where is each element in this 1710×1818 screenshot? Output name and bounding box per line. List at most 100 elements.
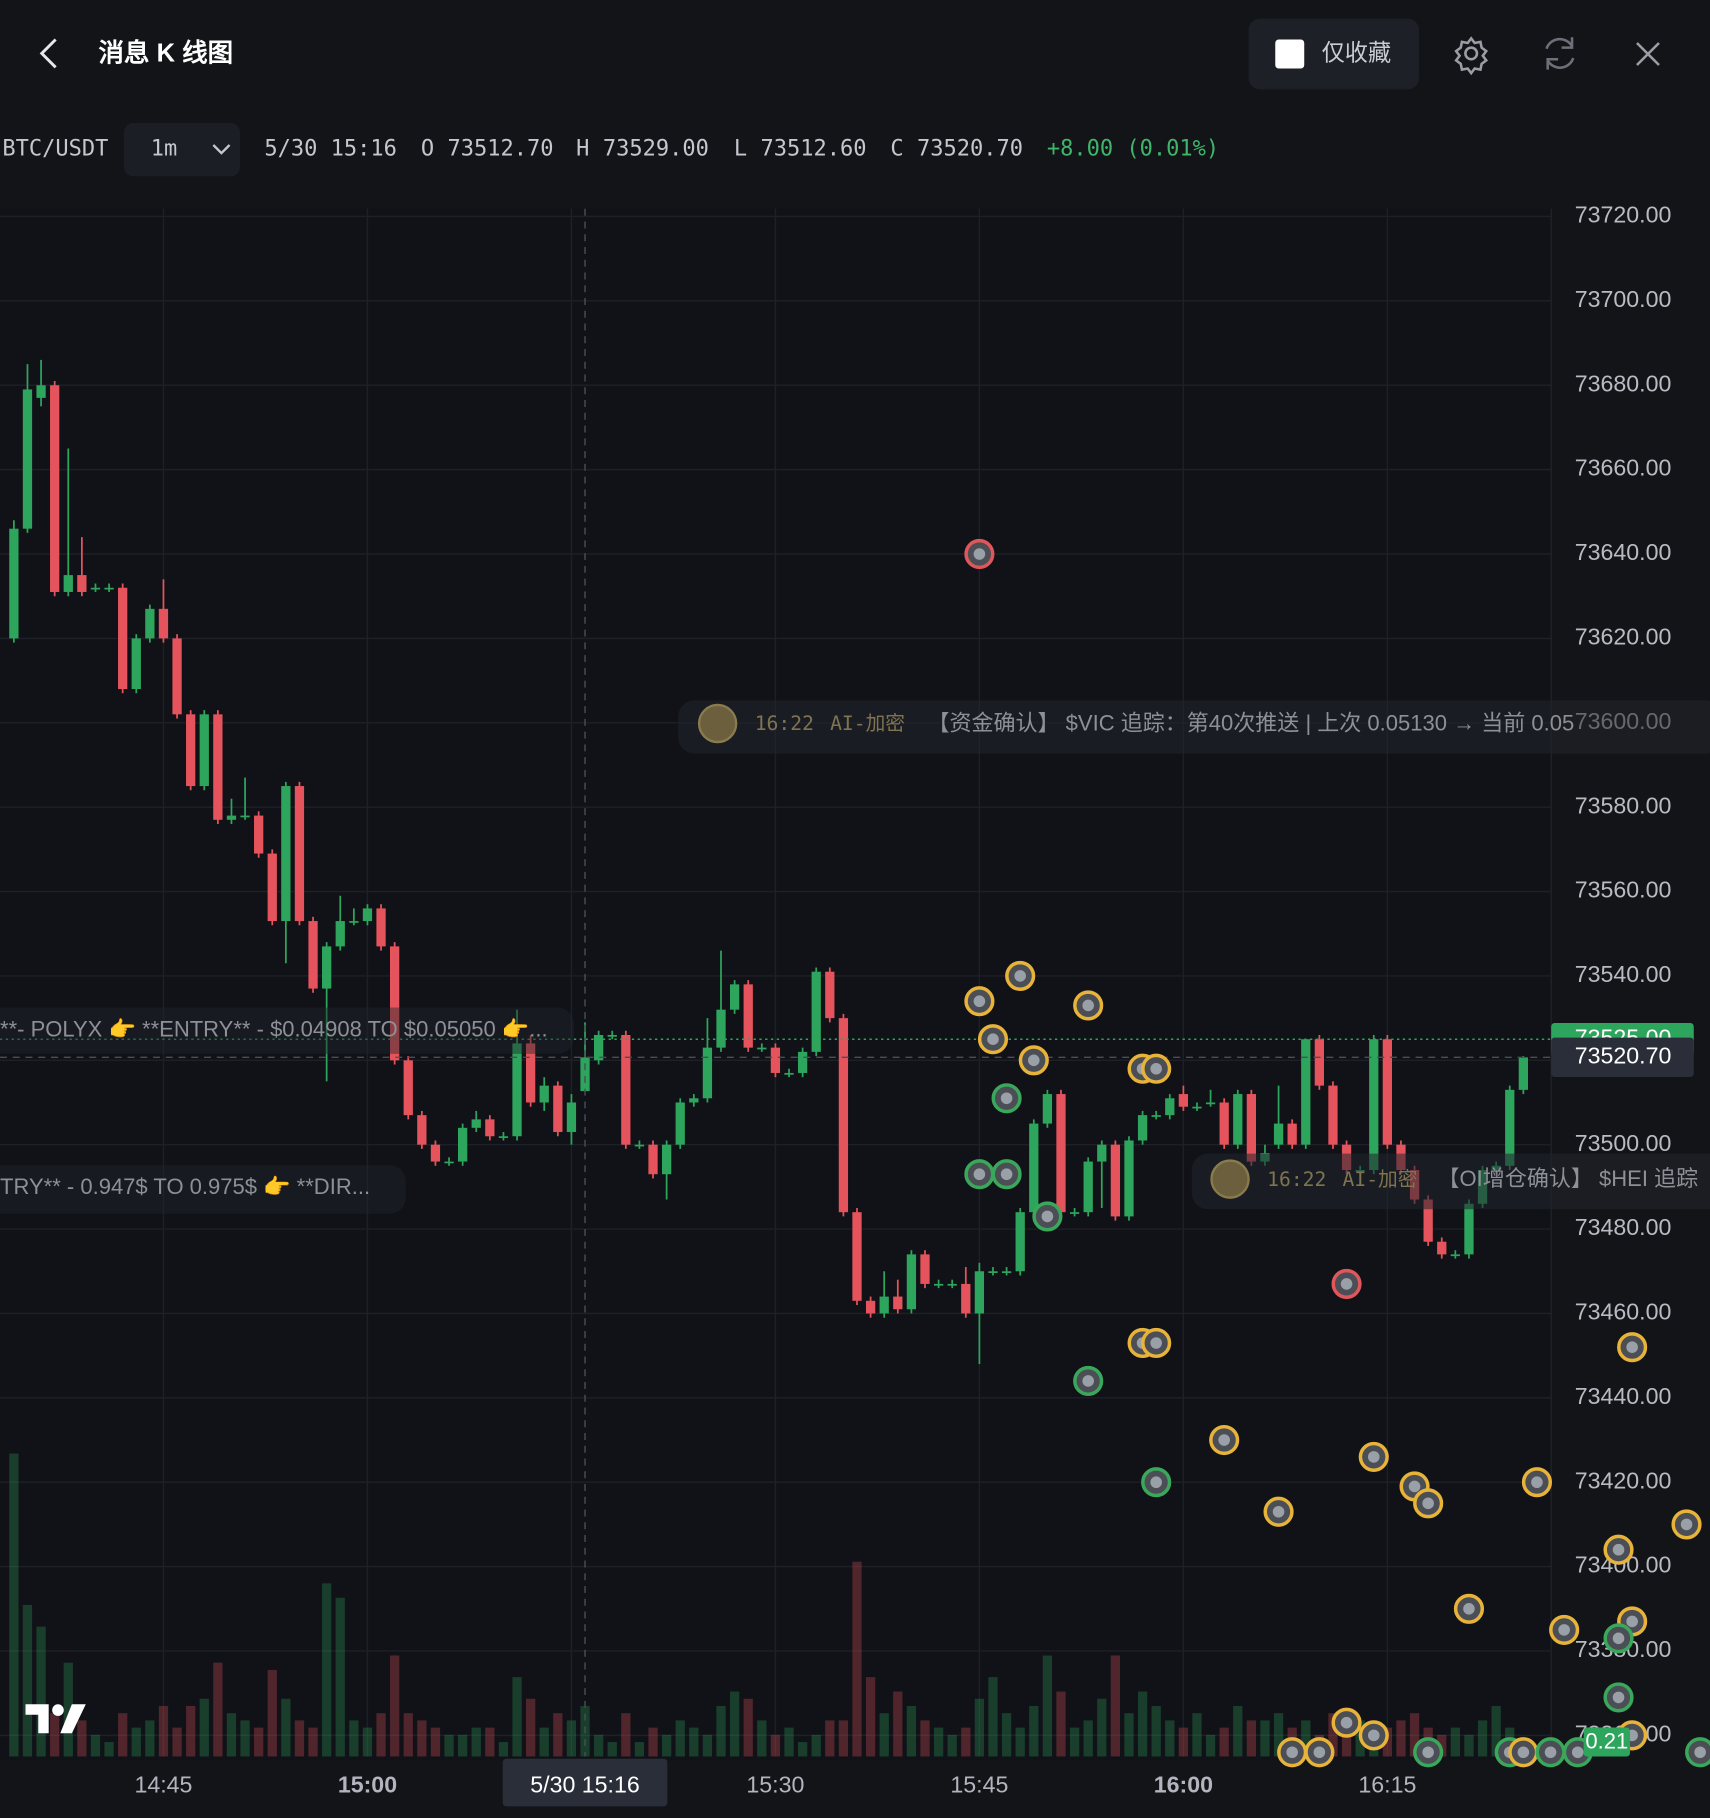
candle-body (539, 1085, 549, 1103)
candle-body (920, 1254, 930, 1284)
symbol: BTC/USDT (2, 137, 108, 162)
candle-body (580, 1057, 590, 1092)
marker-avatar (1340, 1716, 1353, 1729)
volume-bar (22, 1604, 33, 1757)
message-bubble (678, 700, 1710, 754)
favorites-toggle[interactable] (1248, 18, 1420, 90)
volume-bar (770, 1734, 781, 1757)
marker-avatar (1313, 1746, 1326, 1759)
candle-body (1369, 1039, 1379, 1170)
candle-body (865, 1300, 876, 1314)
marker-avatar (973, 1168, 986, 1181)
news-markers (964, 538, 1710, 1768)
tradingview-logo (25, 1704, 86, 1734)
candle-body (1301, 1039, 1311, 1145)
candle-body (512, 1043, 522, 1137)
volume-bar (879, 1713, 889, 1757)
candle-body (376, 908, 386, 947)
candle-body (1450, 1254, 1460, 1257)
candle-body (797, 1051, 808, 1073)
marker-avatar (1150, 1476, 1162, 1489)
candle-body (661, 1144, 672, 1175)
y-tick-label: 73620.00 (1575, 624, 1672, 650)
volume-bar (50, 1713, 60, 1757)
marker-avatar (1680, 1518, 1693, 1531)
candle-body (1165, 1098, 1175, 1116)
candle-body (145, 608, 155, 639)
favorites-label: 仅收藏 (1322, 40, 1392, 66)
candle-body (267, 853, 277, 922)
candle-body (471, 1119, 481, 1128)
volume-bar (1477, 1720, 1488, 1757)
candle-body (254, 815, 264, 854)
volume-bar (131, 1727, 141, 1757)
candle-body (1314, 1039, 1325, 1086)
candle-body (784, 1072, 794, 1075)
annotations: 16:22 AI-加密 【资金确认】 $VIC 追踪：第40次推送 | 上次 0… (0, 700, 1710, 1214)
candle-body (988, 1271, 998, 1273)
candle-body (308, 921, 318, 989)
volume-bar (893, 1691, 903, 1757)
crosshair-price-label: 73520.70 (1575, 1042, 1672, 1068)
x-tick-label: 15:45 (950, 1772, 1008, 1798)
volume-bar (784, 1727, 794, 1757)
candle-body (172, 638, 182, 715)
candle-body (1137, 1115, 1148, 1141)
marker-avatar (1612, 1691, 1625, 1704)
candle-body (947, 1283, 957, 1286)
close-button[interactable] (1636, 42, 1660, 66)
settings-button[interactable] (1454, 36, 1489, 76)
candle-body (335, 921, 345, 947)
volume-bar (1165, 1720, 1175, 1757)
message-bubble (1191, 1153, 1710, 1210)
x-tick-label: 16:00 (1154, 1772, 1213, 1798)
candle-body (852, 1212, 862, 1301)
low-label: L (734, 137, 747, 162)
candle-body (634, 1144, 645, 1147)
candle-body (50, 385, 60, 592)
message-text: **- POLYX 👉 **ENTRY** - $0.04908 TO $0.0… (0, 1017, 548, 1042)
close-value: 73520.70 (917, 137, 1023, 162)
volume-bar (621, 1713, 631, 1757)
volume-bar (77, 1720, 87, 1757)
volume-bar (1001, 1713, 1012, 1757)
marker-avatar (1367, 1451, 1380, 1463)
volume-bar (1219, 1727, 1229, 1757)
candle-body (22, 389, 33, 529)
back-button[interactable] (39, 38, 57, 69)
volume-bar (1015, 1727, 1025, 1757)
y-tick-label: 73560.00 (1575, 877, 1672, 903)
candle-body (226, 815, 237, 820)
candle-body (118, 587, 128, 690)
candle-body (593, 1034, 604, 1061)
candle-body (131, 638, 141, 690)
volume-bar (498, 1742, 509, 1757)
checkbox[interactable] (1275, 39, 1305, 69)
y-tick-label: 73660.00 (1575, 455, 1672, 481)
interval-select[interactable] (124, 122, 240, 177)
refresh-button[interactable] (1545, 37, 1575, 70)
volume-bar (172, 1727, 182, 1757)
candle-body (1437, 1241, 1447, 1255)
marker-avatar (1286, 1746, 1298, 1759)
candle-body (1110, 1144, 1121, 1217)
marker-avatar (1218, 1434, 1230, 1446)
volume-bar (1124, 1713, 1134, 1757)
candle-body (906, 1254, 917, 1310)
x-tick-label: 15:30 (746, 1772, 804, 1798)
x-tick-label: 16:15 (1358, 1772, 1416, 1798)
volume-bar (9, 1453, 19, 1757)
candle-body (607, 1034, 617, 1037)
volume-bar (593, 1734, 604, 1757)
candle-body (553, 1085, 563, 1133)
volume-bar (430, 1727, 441, 1757)
marker-avatar (1612, 1543, 1625, 1556)
y-tick-label: 73680.00 (1575, 370, 1672, 396)
candle-body (349, 921, 359, 923)
candle-body (430, 1144, 441, 1162)
candle-body (1001, 1271, 1012, 1273)
candle-body (811, 971, 821, 1052)
candle-body (240, 815, 250, 818)
candle-body (648, 1144, 658, 1175)
volume-bar (376, 1713, 386, 1757)
